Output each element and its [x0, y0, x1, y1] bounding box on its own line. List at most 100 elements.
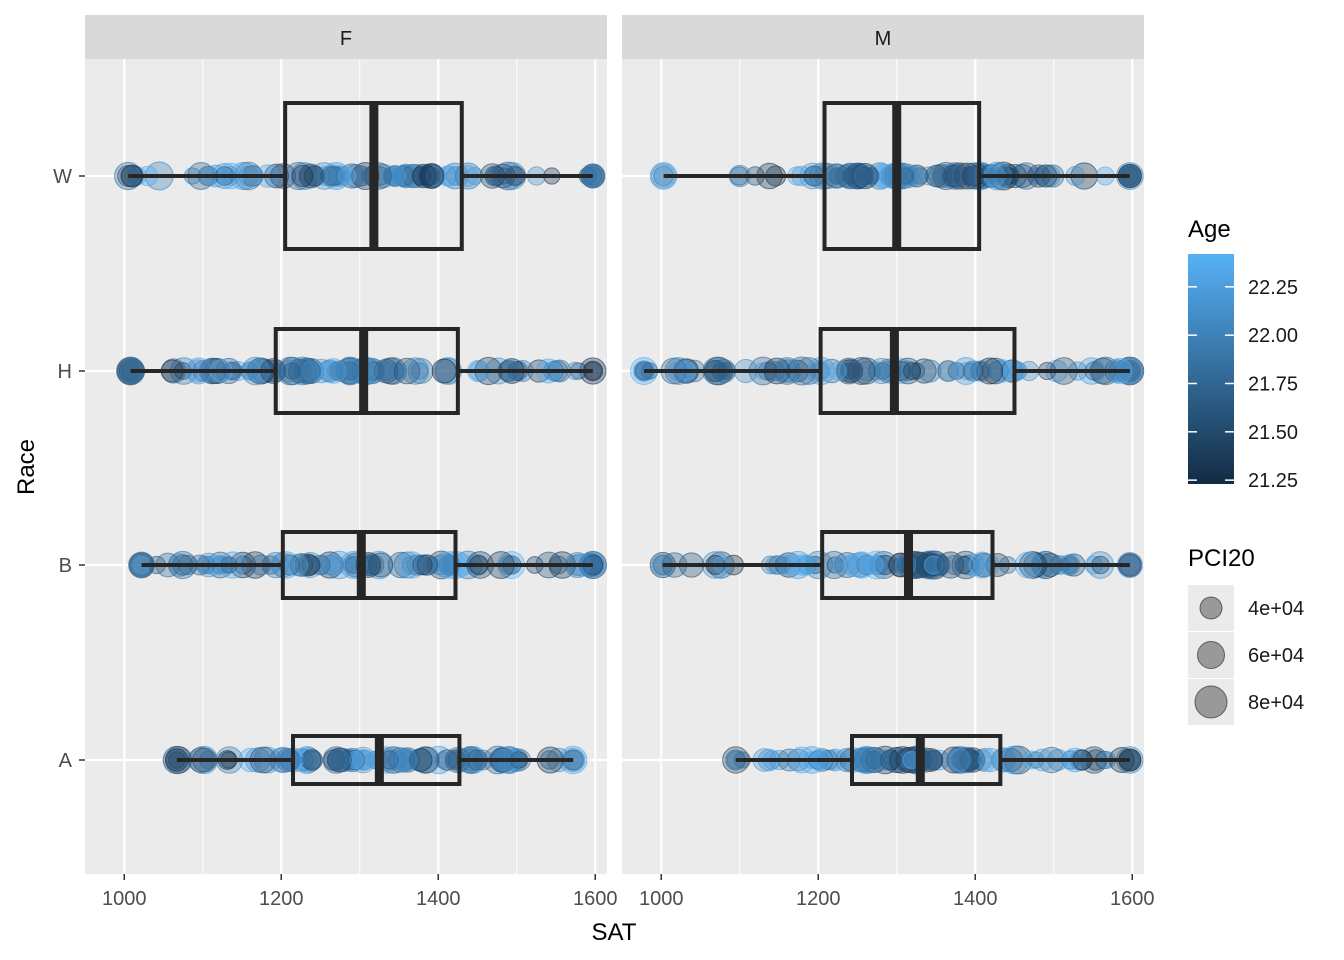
data-point — [293, 357, 321, 385]
data-point — [291, 164, 314, 188]
data-point — [315, 166, 336, 186]
x-tick-label: 1400 — [416, 888, 461, 910]
data-point — [848, 551, 876, 579]
data-point — [412, 554, 433, 576]
size-key-circle — [1199, 596, 1223, 620]
data-point — [383, 165, 405, 187]
data-point — [349, 746, 377, 774]
size-key-label: 8e+04 — [1248, 692, 1304, 714]
size-key-circle — [1194, 685, 1228, 719]
legend-age-title: Age — [1188, 216, 1231, 243]
data-point — [316, 555, 337, 575]
facet-panel-m: M — [622, 15, 1145, 874]
data-point — [839, 359, 864, 383]
size-key-label: 6e+04 — [1248, 645, 1304, 667]
data-point — [436, 749, 459, 771]
data-point — [408, 748, 433, 772]
data-point — [323, 165, 344, 187]
data-point — [923, 750, 943, 770]
data-point — [339, 163, 365, 189]
data-point — [416, 554, 439, 576]
data-point — [864, 555, 884, 575]
data-point — [828, 361, 847, 381]
colorbar-label: 21.50 — [1248, 422, 1298, 444]
data-point — [431, 358, 457, 384]
data-point — [394, 163, 419, 189]
data-point — [301, 749, 323, 771]
facet-strip-m — [622, 15, 1144, 59]
boxplot-f-h — [130, 327, 593, 415]
data-point — [298, 359, 322, 383]
boxplot-f-a — [176, 734, 574, 786]
data-point — [393, 357, 421, 385]
data-point — [418, 163, 445, 189]
data-point — [327, 747, 353, 773]
size-key-background — [1188, 585, 1234, 631]
size-key-background — [1188, 632, 1234, 678]
legend-pci20-title: PCI20 — [1188, 545, 1255, 572]
x-tick-label: 1200 — [259, 888, 304, 910]
data-point — [955, 747, 981, 773]
data-point — [919, 166, 939, 186]
x-tick-label: 1000 — [102, 888, 147, 910]
data-point — [928, 749, 950, 771]
data-point — [880, 749, 901, 771]
x-tick-label: 1200 — [796, 888, 841, 910]
data-point — [921, 554, 943, 576]
data-point — [897, 751, 916, 769]
x-tick-label: 1600 — [1110, 888, 1155, 910]
data-point — [956, 361, 976, 381]
facet-label-m: M — [875, 28, 892, 50]
size-key-circle — [1197, 641, 1225, 669]
data-point — [329, 360, 352, 382]
data-point — [302, 750, 322, 770]
y-tick-label: B — [59, 555, 72, 577]
data-point — [854, 747, 881, 773]
size-key-label: 4e+04 — [1248, 598, 1304, 620]
legend-age-colorbar — [1188, 254, 1234, 484]
facet-strip-f — [85, 15, 607, 59]
y-tick-label: A — [59, 750, 73, 772]
data-point — [936, 551, 965, 579]
colorbar-label: 22.25 — [1248, 277, 1298, 299]
boxplot-f-w — [128, 101, 593, 251]
data-point — [976, 357, 1004, 385]
data-point — [943, 164, 966, 188]
x-axis: 1000 1200 1400 1600 1000 1200 1400 1600 — [102, 874, 1154, 910]
data-point — [828, 556, 846, 574]
legend-age: Age 21.25 21.50 21.75 22.00 22.25 — [1188, 216, 1298, 492]
data-point — [412, 163, 437, 189]
data-point — [918, 359, 942, 383]
data-point — [329, 165, 351, 187]
data-point — [338, 166, 357, 186]
data-point — [908, 362, 926, 380]
data-point — [946, 748, 970, 772]
data-point — [298, 163, 324, 189]
data-point — [386, 361, 407, 381]
data-point — [867, 361, 887, 381]
y-axis: A B H W — [53, 166, 85, 772]
data-point — [324, 554, 346, 576]
data-point — [401, 357, 430, 385]
y-tick-label: W — [53, 166, 72, 188]
data-point — [303, 165, 326, 187]
panel-background-f — [85, 59, 607, 874]
box-iqr — [822, 101, 982, 251]
data-point — [860, 746, 887, 774]
boxplot-m-b — [662, 530, 1130, 600]
data-point — [959, 747, 986, 773]
data-point — [368, 552, 394, 578]
x-tick-label: 1400 — [953, 888, 998, 910]
colorbar-label: 21.25 — [1248, 470, 1298, 492]
x-tick-label: 1000 — [639, 888, 684, 910]
data-point — [352, 749, 375, 771]
data-point — [962, 553, 985, 577]
x-axis-title: SAT — [592, 919, 637, 946]
data-point — [401, 163, 426, 189]
data-point — [379, 357, 407, 385]
box-iqr — [849, 734, 1003, 786]
size-key-background — [1188, 679, 1234, 725]
boxplot-m-a — [735, 734, 1130, 786]
data-point — [940, 746, 968, 774]
